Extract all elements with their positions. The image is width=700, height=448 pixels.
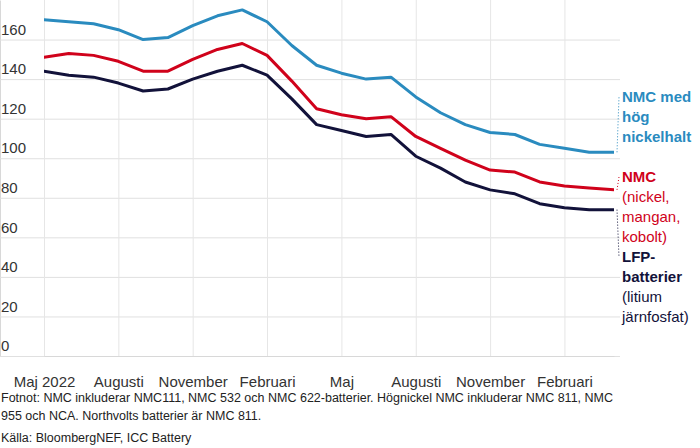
legend-name: NMC — [622, 168, 656, 185]
y-tick: 100 — [0, 139, 620, 158]
source: Källa: BloombergNEF, ICC Battery — [1, 431, 192, 445]
series-line — [44, 10, 614, 152]
y-tick-label: 120 — [1, 100, 26, 117]
legend-name-line: NMC — [622, 168, 656, 185]
y-tick-label: 140 — [1, 60, 26, 77]
legend-entry: LFP-batterier (litium järnfosfat) — [621, 248, 689, 325]
x-axis: Maj 2022 Augusti November Februari Maj August… — [14, 0, 615, 390]
legend-entry: NMC (nickel, mangan, kobolt) — [622, 168, 680, 245]
y-tick-label: 20 — [1, 298, 18, 315]
legend: NMC med hög nickelhalt NMC (nickel, mangan, ko… — [617, 88, 691, 325]
x-tick: Februari — [537, 0, 593, 390]
legend-description: (nickel, mangan, kobolt) — [622, 188, 680, 245]
x-tick-label: Maj — [330, 373, 354, 390]
y-grid-line — [0, 79, 620, 80]
y-grid-line — [0, 237, 620, 238]
legend-name: LFP-batterier — [622, 248, 682, 285]
notes: Fotnot: NMC inkluderar NMC111, NMC 532 o… — [1, 391, 613, 445]
x-tick-label: Februari — [537, 373, 593, 390]
legend-description-line: (nickel, — [622, 188, 670, 205]
legend-connector — [617, 210, 619, 257]
x-axis-line — [45, 356, 615, 357]
y-tick-label: 40 — [1, 258, 18, 275]
y-grid-line — [0, 277, 620, 278]
legend-entry: NMC med hög nickelhalt — [622, 88, 691, 145]
y-grid-line — [0, 356, 620, 357]
y-tick-label: 60 — [1, 219, 18, 236]
legend-description: (litium järnfosfat) — [621, 288, 689, 325]
legend-name-line: nickelhalt — [622, 128, 691, 145]
footnote: Fotnot: NMC inkluderar NMC111, NMC 532 o… — [1, 391, 613, 405]
y-axis: 0 20 40 60 80 100 120 140 160 — [0, 1, 620, 357]
y-tick: 60 — [0, 219, 620, 238]
y-tick: 0 — [0, 337, 620, 356]
legend-connector — [617, 97, 619, 152]
x-grid-line — [564, 0, 565, 356]
y-tick-label: 160 — [1, 21, 26, 38]
plot-area — [44, 10, 614, 210]
chart: 0 20 40 60 80 100 120 140 160 Maj 2022 Augusti Nove… — [0, 0, 700, 448]
legend-name-line: NMC med — [622, 88, 691, 105]
legend-description-line: (litium — [622, 288, 662, 305]
x-grid-line — [341, 0, 342, 356]
y-tick: 20 — [0, 298, 620, 317]
x-tick: Februari — [240, 0, 296, 390]
series-line — [44, 65, 614, 209]
legend-description-line: kobolt) — [622, 228, 667, 245]
x-tick-label: Februari — [240, 373, 296, 390]
x-tick-label: Augusti — [391, 373, 441, 390]
legend-name-line: LFP- — [622, 248, 655, 265]
x-grid-line — [416, 0, 417, 356]
footnote: 955 och NCA. Northvolts batterier är NMC… — [1, 409, 261, 423]
x-grid-line — [44, 0, 45, 356]
y-grid-line — [0, 316, 620, 317]
x-grid-line — [490, 0, 491, 356]
x-grid-line — [193, 0, 194, 356]
y-grid-line — [0, 158, 620, 159]
x-tick-label: November — [456, 373, 525, 390]
legend-name-line: batterier — [622, 268, 682, 285]
y-tick-label: 100 — [1, 139, 26, 156]
x-grid-line — [118, 0, 119, 356]
y-tick: 80 — [0, 179, 620, 198]
x-grid-line — [267, 0, 268, 356]
legend-name: NMC med hög nickelhalt — [622, 88, 691, 145]
legend-connector — [617, 177, 619, 190]
x-tick-label: Augusti — [94, 373, 144, 390]
x-tick-label: Maj 2022 — [14, 373, 76, 390]
y-tick: 40 — [0, 258, 620, 277]
legend-name-line: hög — [622, 108, 650, 125]
y-grid-line — [0, 40, 620, 41]
legend-description-line: mangan, — [622, 208, 680, 225]
y-tick-label: 80 — [1, 179, 18, 196]
legend-description-line: järnfosfat) — [621, 308, 689, 325]
x-tick: Maj — [330, 0, 354, 390]
y-tick-label: 0 — [1, 337, 9, 354]
series-line — [44, 44, 614, 190]
x-tick-label: November — [159, 373, 228, 390]
x-tick: Augusti — [391, 0, 441, 390]
